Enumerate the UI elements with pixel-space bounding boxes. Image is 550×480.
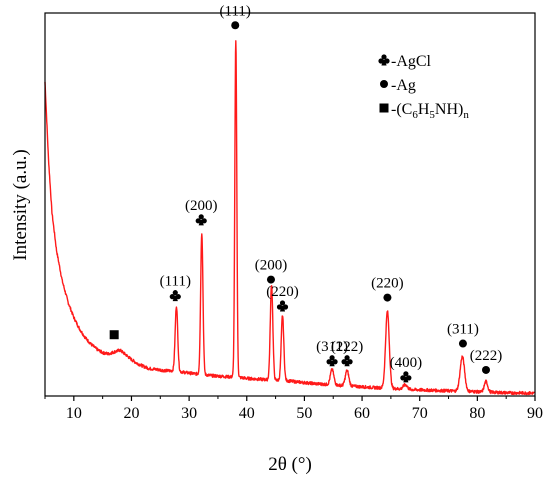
peak-marker-club-icon <box>400 371 412 383</box>
legend: -AgCl -Ag -(C6H5NH)n <box>378 53 469 121</box>
peak-annotations: (111)(200)(111)(200)(220)(311)(222)(220)… <box>109 3 503 383</box>
peak-marker-circle-icon <box>458 339 467 348</box>
x-tick-label: 30 <box>181 405 197 422</box>
peak-marker-club-icon <box>326 355 338 367</box>
square-icon <box>379 103 389 113</box>
club-icon-shape <box>378 54 390 66</box>
axes-frame <box>44 12 536 397</box>
x-tick-label: 20 <box>123 405 139 422</box>
peak-label: (222) <box>470 348 503 364</box>
peak-marker-square-icon <box>109 330 119 340</box>
legend-item-ag: -Ag <box>380 77 416 94</box>
plot-area <box>44 40 536 396</box>
peak-label: (200) <box>255 258 288 274</box>
x-tick-label: 70 <box>412 405 428 422</box>
x-tick-label: 60 <box>354 405 370 422</box>
x-tick-label: 10 <box>66 405 82 422</box>
x-tick-label: 40 <box>239 405 255 422</box>
peak-marker-circle-icon <box>231 21 240 30</box>
square-icon-shape <box>379 103 389 113</box>
x-axis-title: 2θ (°) <box>268 454 312 475</box>
circle-icon-shape <box>380 80 388 88</box>
peak-marker-club-icon <box>276 300 289 312</box>
peak-label: (311) <box>447 322 479 338</box>
peak-label: (111) <box>160 274 191 290</box>
peak-marker-club-icon <box>341 355 353 367</box>
y-axis-title: Intensity (a.u.) <box>10 149 31 260</box>
legend-item-agcl: -AgCl <box>378 53 432 70</box>
circle-icon <box>380 80 388 88</box>
legend-label-ag: -Ag <box>391 77 416 94</box>
peak-label: (400) <box>390 355 423 371</box>
peak-label: (111) <box>220 3 251 19</box>
peak-label: (222) <box>331 339 364 355</box>
axes <box>44 12 536 397</box>
x-tick-label: 80 <box>469 405 485 422</box>
peak-label: (220) <box>371 276 404 292</box>
series-line <box>44 40 536 396</box>
peak-marker-club-icon <box>169 290 181 302</box>
peak-label: (200) <box>185 198 218 214</box>
club-icon <box>378 54 390 66</box>
legend-item-polyaniline: -(C6H5NH)n <box>379 101 469 121</box>
peak-marker-club-icon <box>195 214 207 226</box>
x-tick-label: 90 <box>527 405 543 422</box>
legend-label-agcl: -AgCl <box>391 53 432 70</box>
legend-label-polyaniline: -(C6H5NH)n <box>391 101 469 121</box>
peak-marker-circle-icon <box>266 275 275 284</box>
x-tick-label: 50 <box>296 405 312 422</box>
peak-marker-circle-icon <box>482 365 490 374</box>
peak-label: (220) <box>266 284 299 300</box>
x-ticks: 10 20 30 40 50 60 70 80 90 <box>44 396 543 422</box>
peak-marker-circle-icon <box>383 293 392 302</box>
peak-label: (311) <box>316 339 348 355</box>
